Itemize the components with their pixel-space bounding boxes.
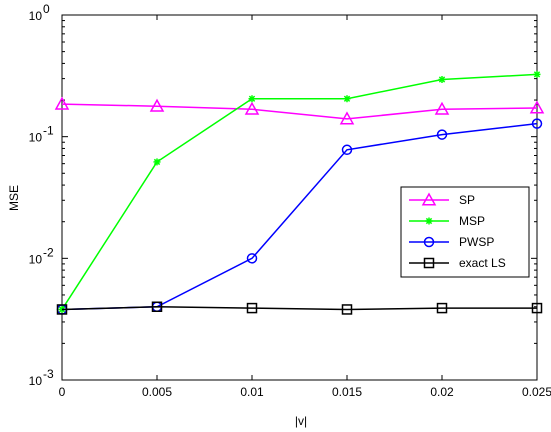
star-stroke — [438, 76, 446, 83]
data-point-msp — [438, 76, 446, 84]
series-layer — [54, 70, 545, 315]
x-tick-label: 0.005 — [142, 385, 172, 399]
y-tick-exponent: -3 — [43, 367, 54, 381]
data-point-sp — [529, 100, 545, 114]
x-tick-label: 0.02 — [430, 385, 454, 399]
legend-marker — [423, 257, 435, 269]
y-axis-title: MSE — [7, 185, 21, 211]
legend-marker — [423, 236, 435, 248]
x-axis-title: |v| — [295, 414, 307, 428]
data-point-msp — [533, 70, 541, 78]
legend: SP MSP PWSP exact LS — [400, 186, 530, 278]
y-tick-exponent: -1 — [43, 124, 54, 138]
data-point-exact-ls — [56, 304, 68, 315]
legend-entry-pwsp: PWSP — [409, 235, 494, 249]
y-tick-base: 10 — [29, 9, 43, 23]
legend-label: PWSP — [459, 235, 494, 249]
star-stroke — [248, 95, 256, 102]
data-point-pwsp — [531, 118, 543, 129]
data-point-msp — [343, 95, 351, 103]
data-point-pwsp — [436, 129, 448, 140]
series-msp — [58, 70, 541, 313]
y-tick-exponent: 0 — [43, 2, 50, 16]
x-tick-label: 0.01 — [240, 385, 264, 399]
data-point-msp — [248, 95, 256, 103]
y-tick-base: 10 — [29, 131, 43, 145]
legend-box — [400, 186, 530, 278]
y-tick-base: 10 — [29, 374, 43, 388]
data-point-sp — [244, 101, 260, 115]
x-tick-label: 0 — [59, 385, 66, 399]
y-tick-label: 10 — [29, 374, 43, 388]
data-point-exact-ls — [341, 304, 353, 315]
y-tick-label: 10 — [29, 9, 43, 23]
data-point-exact-ls — [246, 302, 258, 314]
series-exact-ls — [56, 301, 543, 315]
data-point-exact-ls — [151, 301, 163, 312]
series-line-exact-ls — [61, 305, 537, 311]
y-tick-base: 10 — [29, 252, 43, 266]
data-point-exact-ls — [531, 302, 543, 314]
legend-label: MSP — [459, 214, 485, 228]
star-stroke — [153, 158, 161, 166]
data-point-sp — [434, 101, 450, 115]
data-point-sp — [54, 96, 70, 110]
legend-label: exact LS — [459, 256, 506, 270]
series-line-sp — [61, 103, 538, 120]
data-point-pwsp — [246, 253, 258, 264]
star-stroke — [425, 217, 433, 225]
legend-entry-exact-ls: exact LS — [409, 256, 506, 270]
data-point-pwsp — [341, 144, 353, 156]
y-tick-label: 10 — [29, 252, 43, 266]
x-axis: 0 0.005 0.01 0.015 0.02 0.025 — [59, 15, 551, 399]
x-tick-label: 0.025 — [522, 385, 551, 399]
legend-entry-sp: SP — [409, 192, 475, 207]
legend-label: SP — [459, 193, 475, 207]
y-tick-label: 10 — [29, 131, 43, 145]
legend-marker — [421, 192, 437, 206]
legend-entry-msp: MSP — [409, 214, 485, 228]
data-point-msp — [153, 158, 161, 166]
data-point-sp — [149, 98, 165, 112]
x-tick-label: 0.015 — [332, 385, 362, 399]
star-stroke — [343, 95, 351, 102]
series-sp — [54, 96, 545, 125]
y-tick-exponent: -2 — [43, 245, 54, 259]
data-point-exact-ls — [436, 302, 448, 314]
data-point-sp — [339, 111, 355, 125]
star-stroke — [533, 71, 541, 78]
series-line-msp — [61, 73, 538, 310]
legend-marker — [425, 217, 433, 225]
